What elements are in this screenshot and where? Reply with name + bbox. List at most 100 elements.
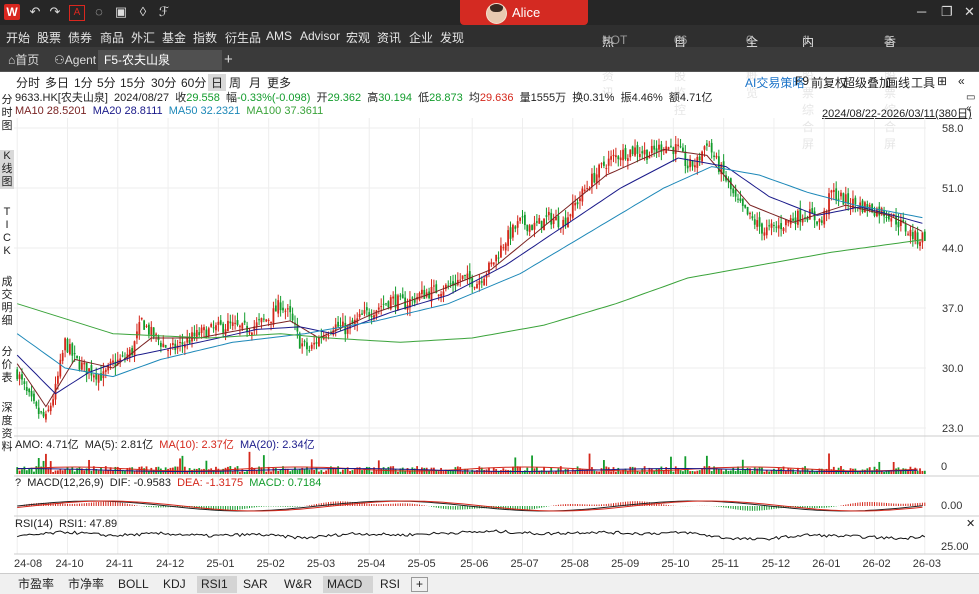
period-button[interactable]: 分时: [16, 76, 41, 90]
candle-body: [351, 320, 354, 325]
close-pane-icon[interactable]: ✕: [966, 518, 976, 530]
tab-home[interactable]: ⌂首页: [2, 50, 45, 70]
menu-item[interactable]: 衍生品: [225, 31, 262, 45]
redo-icon[interactable]: ↷: [49, 4, 61, 19]
grid-icon[interactable]: ⊞: [937, 74, 948, 88]
ai-strategy-button[interactable]: AI交易策略: [745, 76, 805, 90]
open-label: 开: [316, 92, 328, 104]
menu-item[interactable]: AMS: [266, 29, 293, 43]
menu-item[interactable]: 资讯: [377, 31, 402, 45]
maximize-icon[interactable]: ❐: [941, 4, 953, 19]
menu-item[interactable]: Advisor: [300, 29, 341, 43]
volume-bar: [148, 471, 150, 474]
candle-body: [145, 325, 148, 327]
f-icon[interactable]: ℱ: [158, 4, 170, 19]
candle-body: [119, 358, 122, 363]
menu-item[interactable]: 发现: [440, 31, 465, 45]
volume-bar: [212, 471, 215, 474]
view-intraday[interactable]: 分时图: [1, 94, 13, 132]
tab-agent[interactable]: ⚇Agent: [48, 50, 102, 70]
volume-bar: [512, 466, 514, 474]
monitor-icon[interactable]: ▣: [114, 4, 128, 19]
period-button[interactable]: 5分: [97, 76, 116, 90]
menu-item[interactable]: 外汇: [131, 31, 156, 45]
period-button[interactable]: 月: [249, 76, 262, 90]
menu-item[interactable]: 开始: [6, 31, 31, 45]
kline-chart[interactable]: 58.0 51.0 44.0 37.0 30.0 23.0 24-08 24-10 24-11…: [14, 118, 979, 573]
volume-bar: [844, 471, 847, 474]
tools-button[interactable]: 工具: [911, 76, 936, 90]
menu-item[interactable]: 股票: [37, 31, 62, 45]
period-button-selected[interactable]: 日: [208, 74, 227, 91]
candle-body: [207, 328, 210, 336]
chevron-left-icon[interactable]: «: [966, 103, 972, 114]
view-depth[interactable]: 深度资料: [1, 402, 13, 453]
period-button[interactable]: 周: [229, 76, 242, 90]
menu-item[interactable]: 指数: [193, 31, 218, 45]
chevron-left-icon[interactable]: «: [958, 74, 965, 88]
f9-button[interactable]: F9: [795, 74, 810, 88]
period-button[interactable]: 1分: [74, 76, 93, 90]
period-button[interactable]: 15分: [120, 76, 146, 90]
overlay-button[interactable]: 超级叠加: [843, 76, 892, 90]
period-button[interactable]: 60分: [181, 76, 207, 90]
candle-body: [638, 154, 641, 157]
help-icon[interactable]: ?: [15, 477, 22, 489]
volume-bar: [315, 467, 318, 474]
candle-body: [47, 409, 50, 411]
view-price-dist[interactable]: 分价表: [1, 346, 13, 384]
bell-icon[interactable]: ◊: [139, 4, 147, 19]
volume-bar: [880, 471, 883, 474]
minimize-icon[interactable]: ─: [917, 4, 927, 19]
a-icon[interactable]: A: [69, 5, 85, 21]
draw-line-button[interactable]: 画线: [886, 76, 911, 90]
indicator-tab[interactable]: KDJ: [163, 577, 186, 591]
candle-body: [282, 307, 284, 311]
candle-body: [878, 206, 881, 216]
indicator-tab[interactable]: SAR: [243, 577, 268, 591]
collapse-icon[interactable]: ▭: [966, 92, 976, 103]
candle-body: [90, 365, 93, 376]
menu-item[interactable]: 债券: [68, 31, 93, 45]
candle-body: [128, 349, 131, 358]
period-button[interactable]: 多日: [45, 76, 70, 90]
candle-body: [684, 151, 687, 166]
indicator-tab[interactable]: 市净率: [68, 577, 105, 591]
volume-bar: [581, 469, 584, 474]
undo-icon[interactable]: ↶: [29, 4, 41, 19]
volume-bar: [303, 469, 306, 474]
indicator-tab[interactable]: BOLL: [118, 577, 149, 591]
close-icon[interactable]: ✕: [964, 4, 975, 19]
candle-body: [811, 208, 814, 214]
menu-item[interactable]: 基金: [162, 31, 187, 45]
period-button[interactable]: 30分: [151, 76, 177, 90]
candle-body: [636, 145, 639, 154]
volume-bar: [52, 471, 55, 474]
candle-body: [23, 381, 26, 385]
candle-body: [504, 243, 507, 251]
period-button[interactable]: 更多: [267, 76, 292, 90]
indicator-tab[interactable]: 市盈率: [18, 577, 55, 591]
menu-item[interactable]: 商品: [100, 31, 125, 45]
add-indicator-button[interactable]: +: [411, 577, 429, 592]
candle-body: [66, 338, 69, 353]
view-trades[interactable]: 成交明细: [1, 276, 13, 327]
date-range[interactable]: 2024/08/22-2026/03/11(380日): [822, 108, 972, 120]
tab-active-stock[interactable]: F5-农夫山泉 9633.HK: [98, 50, 222, 87]
volume-bar: [636, 470, 639, 474]
indicator-tab[interactable]: W&R: [284, 577, 312, 591]
volume-bar: [631, 466, 634, 474]
menu-item[interactable]: 企业: [409, 31, 434, 45]
avg-value: 29.636: [479, 92, 514, 104]
menu-item[interactable]: 宏观: [346, 31, 371, 45]
indicator-tab-selected[interactable]: RSI1: [197, 576, 237, 593]
candle-body: [59, 359, 62, 377]
indicator-tab[interactable]: RSI: [380, 577, 401, 591]
indicator-tab-selected[interactable]: MACD: [323, 576, 373, 593]
user-pill[interactable]: Alice: [460, 0, 588, 25]
add-tab-button[interactable]: +: [224, 51, 233, 68]
adjust-button[interactable]: 前复权: [811, 76, 848, 90]
chat-icon[interactable]: ◌: [95, 4, 103, 19]
